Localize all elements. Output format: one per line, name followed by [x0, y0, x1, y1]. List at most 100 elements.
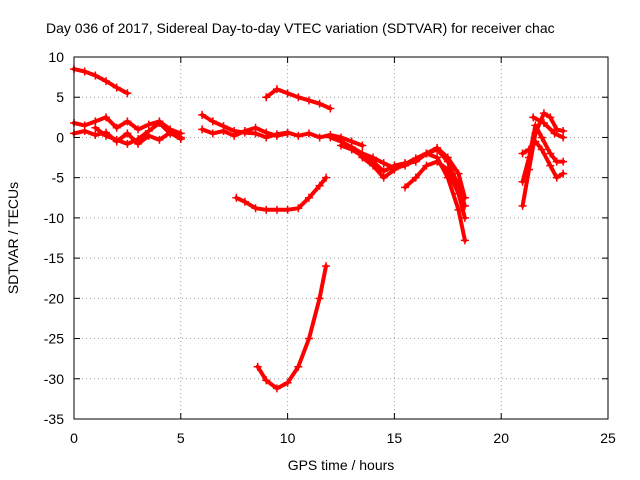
data-point [460, 193, 469, 202]
data-point [443, 153, 452, 162]
data-point [546, 161, 555, 170]
data-point [443, 165, 452, 174]
y-tick-labels: 10 5 0 -5 -10 -15 -20 -25 -30 -35 [44, 49, 64, 427]
data-point [559, 133, 568, 142]
data-point [401, 183, 410, 192]
data-point [219, 127, 228, 136]
gridlines [74, 57, 608, 419]
data-point [208, 117, 217, 126]
data-point [401, 159, 410, 168]
data-point [283, 89, 292, 98]
data-point [315, 133, 324, 142]
data-point [102, 113, 111, 122]
series-arc12 [232, 173, 331, 214]
series-arc15 [518, 121, 568, 186]
data-point [422, 161, 431, 170]
data-point [240, 197, 249, 206]
data-point [304, 193, 313, 202]
data-point [232, 193, 241, 202]
data-point [112, 123, 121, 132]
data-point [531, 121, 540, 130]
data-point [283, 129, 292, 138]
data-point [337, 141, 345, 150]
data-point [283, 205, 292, 214]
data-point [80, 127, 89, 136]
x-tick-label: 15 [387, 430, 403, 446]
data-point [262, 376, 271, 385]
data-point [283, 378, 292, 387]
data-point [537, 145, 546, 154]
data-point [546, 149, 555, 158]
data-point [518, 201, 527, 210]
data-point [123, 89, 132, 98]
data-point [552, 173, 561, 182]
data-point [112, 135, 121, 144]
y-tick-label: -30 [44, 371, 64, 387]
data-point [304, 96, 313, 105]
data-point [322, 262, 331, 271]
axis-ticks [73, 56, 609, 420]
series-arc17 [529, 113, 568, 142]
data-point [559, 169, 568, 178]
data-point [550, 129, 559, 138]
data-point [531, 137, 540, 146]
data-point [80, 67, 89, 76]
x-axis-label: GPS time / hours [288, 457, 395, 473]
data-point [422, 149, 431, 158]
data-point [326, 104, 335, 113]
data-point [91, 71, 100, 80]
y-tick-label: -15 [44, 250, 64, 266]
data-point [176, 133, 185, 142]
series-arc4 [91, 118, 185, 148]
data-point [123, 129, 132, 138]
series-arc1 [70, 65, 132, 98]
y-tick-label: -20 [44, 290, 64, 306]
series-arc6 [198, 123, 292, 140]
data-point [294, 131, 303, 140]
data-point [251, 123, 260, 132]
data-point [524, 145, 533, 154]
data-point [294, 93, 303, 102]
data-point [369, 161, 378, 170]
data-point [294, 362, 303, 371]
data-point [304, 129, 313, 138]
data-point [315, 294, 324, 303]
data-point [112, 83, 121, 92]
data-point [230, 131, 239, 140]
data-point [546, 113, 555, 122]
y-tick-label: 0 [56, 129, 64, 145]
series-line [72, 67, 130, 96]
data-point [524, 153, 533, 162]
series-line [234, 175, 328, 212]
chart-title: Day 036 of 2017, Sidereal Day-to-day VTE… [46, 20, 555, 36]
data-point [326, 133, 335, 142]
y-tick-label: -10 [44, 210, 64, 226]
y-axis-label: SDTVAR / TECUs [5, 182, 21, 294]
data-point [379, 159, 388, 168]
x-tick-label: 5 [177, 430, 185, 446]
data-point [518, 149, 527, 158]
data-point [155, 118, 164, 127]
plot-frame [73, 56, 609, 420]
y-tick-label: -5 [52, 170, 65, 186]
data-point [134, 135, 143, 144]
data-point [123, 139, 132, 148]
data-point [304, 334, 313, 343]
series-arc10 [401, 157, 469, 222]
data-point [251, 204, 260, 213]
data-point [411, 154, 420, 163]
data-point [123, 117, 132, 126]
data-point [198, 125, 207, 134]
data-point [272, 85, 281, 94]
data-point [262, 93, 271, 102]
data-point [460, 213, 469, 222]
series-arc11 [262, 85, 335, 113]
x-tick-label: 25 [600, 430, 616, 446]
plot-series [70, 65, 568, 393]
data-point [390, 165, 399, 174]
data-point [539, 118, 548, 127]
data-point [460, 236, 469, 245]
data-point [91, 131, 100, 140]
data-point [347, 145, 356, 154]
